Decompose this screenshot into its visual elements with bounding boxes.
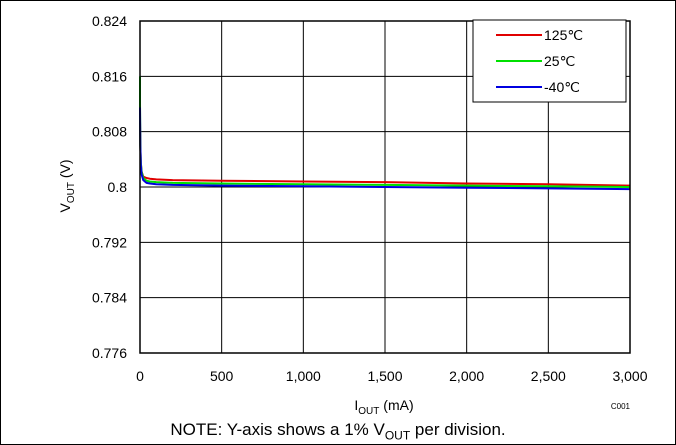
corner-label: C001 <box>611 402 631 411</box>
legend-label: -40℃ <box>544 79 580 95</box>
y-tick-label: 0.808 <box>92 124 127 140</box>
y-axis-label-main: V <box>57 203 73 213</box>
x-tick-label: 1,500 <box>367 368 402 384</box>
x-tick-labels: 0 500 1,000 1,500 2,000 2,500 3,000 <box>136 368 648 384</box>
x-axis-label-main: I <box>354 397 358 413</box>
x-tick-label: 2,500 <box>531 368 566 384</box>
x-tick-label: 0 <box>136 368 144 384</box>
x-tick-label: 2,000 <box>449 368 484 384</box>
legend-label: 125℃ <box>544 27 583 43</box>
y-tick-label: 0.776 <box>92 345 127 361</box>
y-axis-label-unit: (V) <box>57 159 73 182</box>
x-tick-label: 500 <box>210 368 234 384</box>
x-axis-label: IOUT (mA) <box>354 397 413 417</box>
footnote-sub: OUT <box>384 428 411 443</box>
legend-label: 25℃ <box>544 53 575 69</box>
chart: 0.776 0.784 0.792 0.8 0.808 0.816 0.824 0 500 1,… <box>57 13 648 417</box>
footnote-suffix: per division. <box>410 420 506 439</box>
legend: 125℃ 25℃ -40℃ <box>472 19 627 103</box>
y-tick-label: 0.792 <box>92 234 127 250</box>
y-tick-label: 0.784 <box>92 290 127 306</box>
y-tick-label: 0.8 <box>108 179 128 195</box>
y-axis-label: VOUT (V) <box>57 159 77 212</box>
y-tick-label: 0.816 <box>92 68 127 84</box>
series-line <box>139 107 631 191</box>
x-tick-label: 1,000 <box>286 368 321 384</box>
x-axis-label-sub: OUT <box>358 406 379 417</box>
footnote-prefix: NOTE: Y-axis shows a 1% V <box>170 420 385 439</box>
y-axis-label-sub: OUT <box>66 182 77 203</box>
footnote: NOTE: Y-axis shows a 1% VOUT per divisio… <box>0 420 676 442</box>
plot-area <box>139 20 631 354</box>
x-tick-label: 3,000 <box>612 368 647 384</box>
y-tick-label: 0.824 <box>92 13 127 29</box>
y-tick-labels: 0.776 0.784 0.792 0.8 0.808 0.816 0.824 <box>92 13 127 361</box>
x-axis-label-unit: (mA) <box>379 397 413 413</box>
